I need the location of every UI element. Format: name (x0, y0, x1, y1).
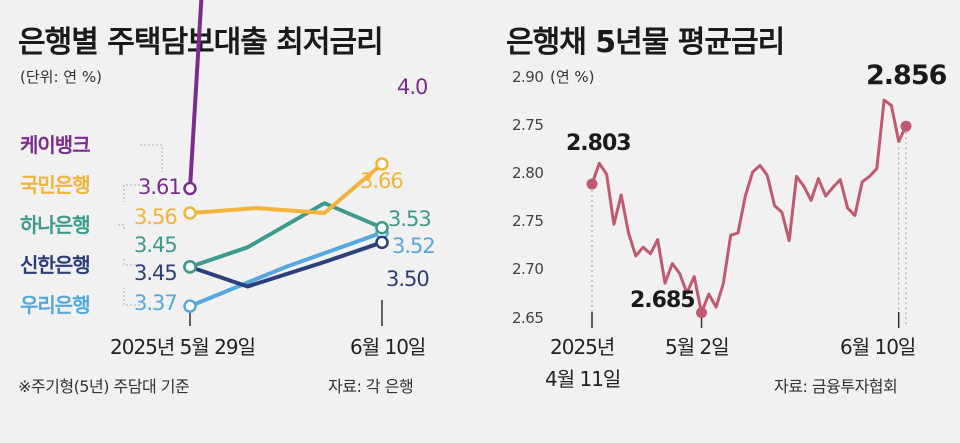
value-label-kb-end: 3.66 (360, 169, 403, 193)
series-label-woori: 우리은행 (20, 293, 90, 317)
annotation-latest-value: 2.856 (866, 60, 947, 91)
connector-kbank (140, 144, 163, 172)
right-guide-lines (591, 132, 907, 328)
connector-hana (118, 224, 125, 230)
y-tick-label-2-85: 2.75 (512, 116, 543, 134)
left-series-markers (183, 157, 389, 313)
right-chart-title: 은행채 5년물 평균금리 (506, 25, 784, 60)
series-line-kb (188, 162, 384, 215)
right-series-line (590, 98, 908, 315)
value-label-woori-end: 3.52 (392, 234, 435, 258)
connector-kb (123, 184, 140, 202)
right-chart: 은행채 5년물 평균금리 2.90 (연 %) 2.75 2.80 2.75 2… (506, 25, 948, 396)
marker-hana-end (375, 220, 389, 235)
annotation-start-value: 2.803 (566, 131, 631, 156)
series-line-hana (188, 201, 384, 269)
marker-hana-start (183, 260, 197, 274)
series-line-shinhan (188, 240, 384, 289)
right-x-label-end: 6월 10일 (840, 335, 915, 359)
value-label-shinhan-start: 3.45 (134, 261, 177, 285)
marker-kbank-start (183, 181, 197, 196)
right-x-label-start-year: 2025년 (550, 335, 614, 359)
value-label-woori-start: 3.37 (134, 291, 177, 315)
left-x-label-end: 6월 10일 (350, 335, 425, 359)
right-source: 자료: 금융투자협회 (774, 377, 897, 396)
value-label-hana-start: 3.45 (134, 233, 177, 257)
left-series-lines (188, 0, 384, 309)
right-x-label-start-date: 4월 11일 (545, 367, 620, 391)
annotation-low-value: 2.685 (630, 288, 695, 313)
marker-kb-end (375, 157, 389, 171)
left-chart: 은행별 주택담보대출 최저금리 (단위: 연 %) 케이뱅크 국민은행 하나은행… (18, 0, 436, 396)
value-label-kbank-start: 3.61 (138, 175, 181, 199)
value-label-kb-start: 3.56 (134, 205, 177, 229)
value-label-hana-end: 3.53 (388, 207, 431, 231)
left-label-connectors (118, 144, 163, 306)
connector-woori (123, 288, 140, 306)
y-tick-label-2-90: 2.90 (512, 68, 543, 86)
y-tick-label-2-70: 2.70 (512, 260, 543, 278)
right-x-label-mid: 5월 2일 (665, 335, 729, 359)
series-label-kb: 국민은행 (20, 173, 90, 197)
marker-kb-start (183, 206, 197, 220)
y-tick-label-2-75: 2.75 (512, 212, 543, 230)
annotation-marker-2 (900, 120, 912, 132)
marker-woori-start (183, 299, 197, 313)
series-line-woori (188, 230, 384, 309)
annotation-marker-0 (586, 178, 598, 190)
left-source: 자료: 각 은행 (328, 377, 413, 396)
left-footnote: ※주기형(5년) 주담대 기준 (18, 377, 189, 396)
series-label-shinhan: 신한은행 (20, 253, 90, 277)
y-tick-label-2-80: 2.80 (512, 164, 543, 182)
value-label-shinhan-end: 3.50 (386, 267, 429, 291)
series-label-hana: 하나은행 (20, 213, 90, 237)
series-line-bank-bond (590, 98, 908, 315)
value-label-kbank-end: 4.0 (397, 75, 427, 99)
series-label-kbank: 케이뱅크 (20, 133, 90, 157)
left-x-label-start: 2025년 5월 29일 (110, 335, 255, 359)
marker-shinhan-end (375, 235, 389, 250)
connector-shinhan (123, 258, 140, 266)
left-unit-label: (단위: 연 %) (20, 68, 102, 86)
y-tick-label-2-65: 2.65 (512, 309, 543, 327)
annotation-marker-1 (696, 307, 708, 319)
right-series-markers (586, 120, 912, 319)
right-unit-label: (연 %) (550, 68, 595, 86)
